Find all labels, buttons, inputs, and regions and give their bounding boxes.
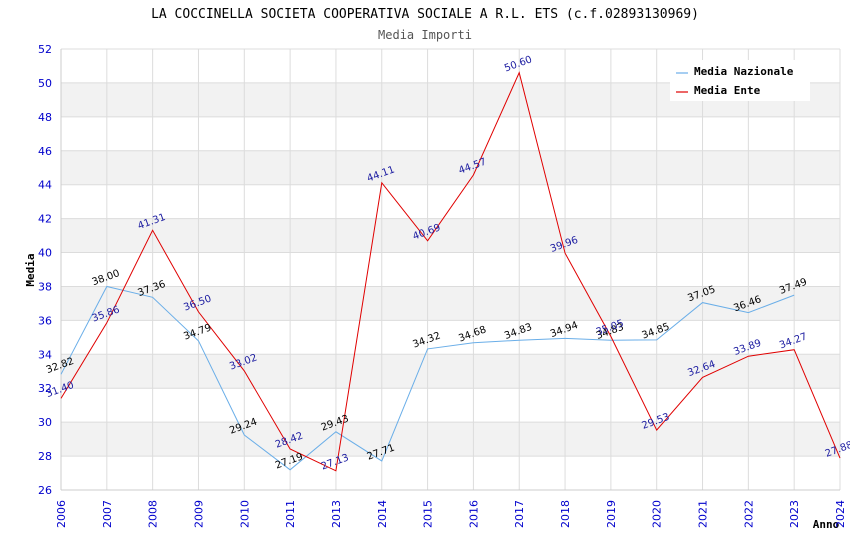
x-tick-label: 2020: [651, 500, 664, 528]
x-tick-label: 2014: [376, 500, 389, 528]
x-tick-label: 2013: [330, 500, 343, 528]
data-label-nazionale: 34.85: [641, 321, 672, 341]
x-tick-label: 2010: [238, 500, 251, 528]
data-label-nazionale: 34.68: [457, 324, 488, 344]
x-tick-label: 2018: [559, 500, 572, 528]
legend-box: [670, 60, 810, 101]
y-tick-label: 42: [38, 213, 52, 226]
series-line-media-nazionale: [60, 285, 795, 471]
y-tick-label: 48: [38, 111, 52, 124]
legend-label-media-ente: Media Ente: [694, 84, 761, 97]
plot-band: [61, 354, 840, 389]
data-label-nazionale: 38.00: [91, 268, 122, 288]
series-line-media-ente: [60, 71, 841, 472]
y-tick-label: 44: [38, 179, 52, 192]
x-tick-label: 2023: [788, 500, 801, 528]
x-tick-label: 2015: [422, 500, 435, 528]
y-axis-label: Media: [24, 253, 37, 286]
x-tick-label: 2009: [192, 500, 205, 528]
x-tick-label: 2017: [513, 500, 526, 528]
plot-band: [61, 422, 840, 457]
x-axis-ticks: 2006 2007 2008 2009 2010 2011 2013 2014 2015 2016…: [55, 500, 847, 528]
y-tick-label: 40: [38, 247, 52, 260]
legend: Media Nazionale Media Ente: [670, 60, 810, 101]
x-tick-label: 2021: [697, 500, 710, 528]
data-label-nazionale: 34.94: [549, 320, 580, 340]
gridlines: [60, 48, 841, 491]
plot-band: [61, 150, 840, 185]
y-tick-label: 30: [38, 416, 52, 429]
y-tick-label: 50: [38, 77, 52, 90]
x-tick-label: 2011: [284, 500, 297, 528]
y-tick-label: 32: [38, 382, 52, 395]
plot-background-bands: [61, 82, 840, 457]
series-lines: [60, 71, 841, 472]
plot-band: [61, 286, 840, 321]
x-tick-label: 2024: [834, 500, 847, 528]
y-tick-label: 26: [38, 484, 52, 497]
x-tick-label: 2006: [55, 500, 68, 528]
y-tick-label: 34: [38, 348, 52, 361]
x-tick-label: 2008: [147, 500, 160, 528]
y-tick-label: 36: [38, 314, 52, 327]
x-axis-label: Anno: [813, 518, 840, 531]
data-label-ente: 50.60: [503, 54, 534, 74]
data-label-nazionale: 34.83: [503, 322, 534, 342]
data-label-ente: 34.27: [778, 331, 809, 351]
x-tick-label: 2016: [467, 500, 480, 528]
y-tick-label: 46: [38, 145, 52, 158]
chart-title: LA COCCINELLA SOCIETA COOPERATIVA SOCIAL…: [151, 7, 699, 22]
legend-label-media-nazionale: Media Nazionale: [694, 65, 794, 78]
y-tick-label: 52: [38, 43, 52, 56]
plot-band: [61, 218, 840, 253]
y-axis-ticks: 26 28 30 32 34 36 38 40 42 44 46 48 50 52: [38, 43, 52, 497]
x-tick-label: 2007: [101, 500, 114, 528]
y-tick-label: 38: [38, 280, 52, 293]
x-tick-label: 2022: [742, 500, 755, 528]
y-tick-label: 28: [38, 450, 52, 463]
chart-subtitle: Media Importi: [378, 28, 472, 42]
x-tick-label: 2019: [605, 500, 618, 528]
